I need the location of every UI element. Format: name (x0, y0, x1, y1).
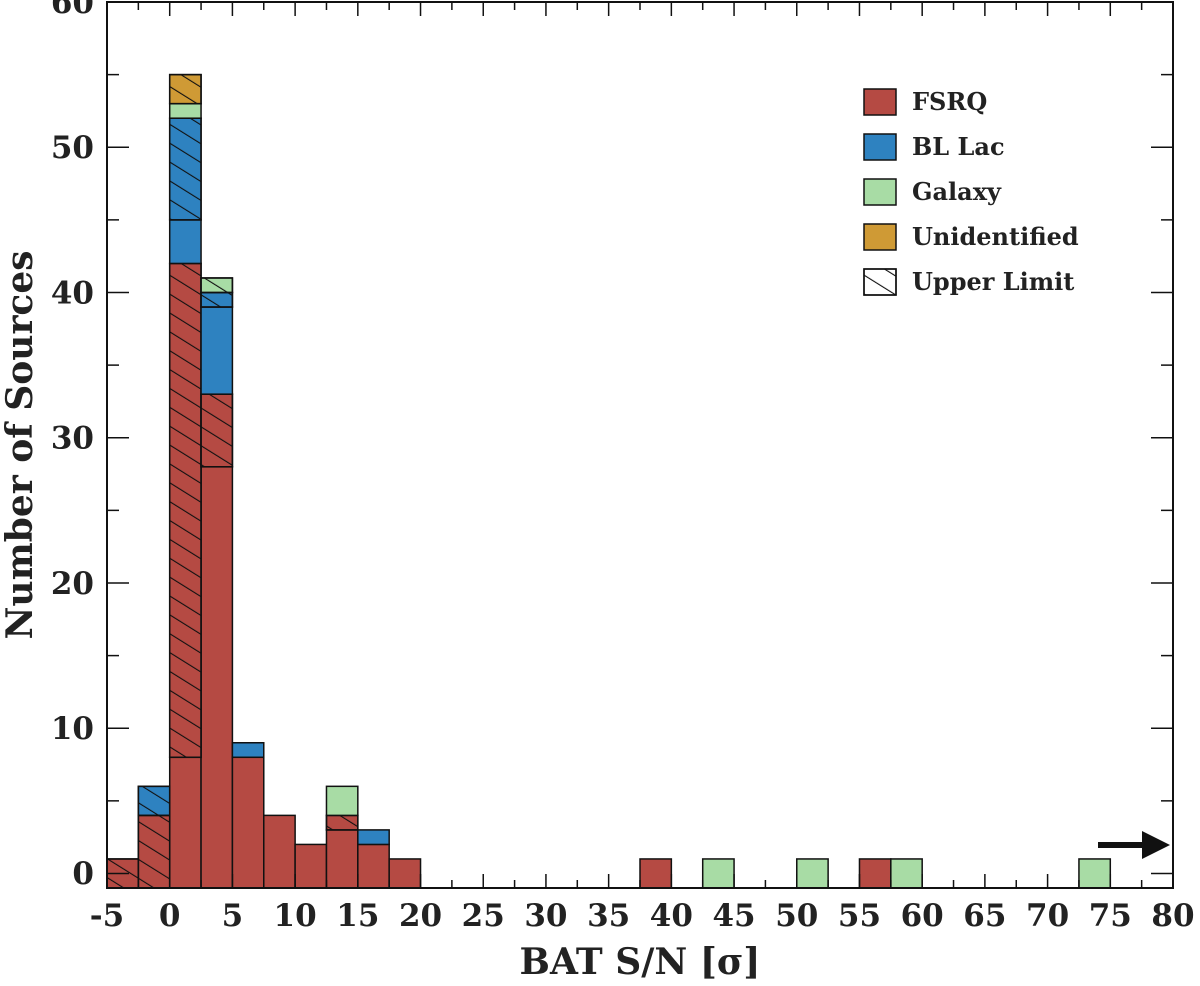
overflow-arrow (1098, 831, 1170, 859)
legend-swatch-unidentified (863, 223, 897, 251)
plot-frame (106, 1, 1174, 889)
legend-swatch-galaxy (863, 178, 897, 206)
legend-swatch-fsrq (863, 88, 897, 116)
x-tick-label: 30 (524, 898, 567, 934)
bar-galaxy-57_5 (890, 858, 923, 889)
legend-swatch-bl-lac (863, 133, 897, 161)
bar-fsrq-upper-limit-m2_5-hatch (137, 814, 171, 889)
legend-label-upper-limit: Upper Limit (912, 267, 1074, 296)
bar-galaxy-42_5 (701, 858, 735, 889)
bar-bl-lac-0 (168, 219, 202, 265)
bar-galaxy-upper-limit-2_5-hatch (200, 277, 234, 294)
bar-bl-lac-upper-limit-0-hatch (168, 117, 202, 221)
bar-fsrq-10 (294, 843, 328, 889)
legend-label-unidentified: Unidentified (912, 222, 1079, 251)
y-tick-label: 10 (51, 711, 94, 747)
x-tick-label: 40 (650, 898, 693, 934)
bar-unidentified-upper-limit-0-hatch (168, 73, 202, 105)
bar-galaxy-12_5 (325, 785, 359, 817)
bar-bl-lac-2_5 (200, 306, 234, 395)
bar-galaxy-72_5 (1078, 858, 1112, 889)
y-tick-label: 40 (51, 275, 94, 311)
axis-ticks (106, 1, 1174, 888)
legend-label-bl-lac: BL Lac (912, 132, 1005, 161)
x-tick-label: 10 (274, 898, 317, 934)
tick-labels: -5 0 5 10 15 20 25 30 35 40 45 50 55 60 65 70 75 80 0 10 20 3… (51, 0, 1195, 934)
bar-fsrq-12_5 (325, 829, 359, 889)
y-axis-label: Number of Sources (0, 250, 41, 639)
bar-fsrq-7_5 (263, 814, 296, 889)
x-tick-label: 25 (462, 898, 505, 934)
y-tick-label: 60 (51, 0, 94, 21)
x-tick-label: 5 (222, 898, 244, 934)
x-tick-label: 75 (1089, 898, 1132, 934)
x-tick-label: 15 (336, 898, 379, 934)
y-tick-label: 50 (51, 130, 94, 166)
bar-bl-lac-upper-limit-2_5-hatch (200, 291, 234, 308)
x-tick-label: 20 (399, 898, 442, 934)
bar-fsrq-upper-limit-2_5-hatch (200, 393, 234, 468)
y-tick-label: 0 (72, 856, 94, 892)
x-tick-label: 50 (775, 898, 818, 934)
bar-fsrq-0 (168, 756, 202, 889)
x-tick-label: -5 (90, 898, 124, 934)
y-tick-label: 20 (51, 566, 94, 602)
legend-swatch-upper-limit-hatch (863, 268, 897, 296)
x-axis-label: BAT S/N [σ] (520, 941, 761, 983)
x-tick-label: 55 (838, 898, 881, 934)
bar-galaxy-50 (796, 858, 829, 889)
bar-fsrq-15 (357, 843, 390, 889)
bar-galaxy-0 (168, 102, 202, 119)
x-tick-label: 65 (963, 898, 1006, 934)
x-tick-label: 80 (1151, 898, 1194, 934)
legend: FSRQ BL Lac Galaxy Unidentified Upper Limit (863, 87, 1079, 296)
bar-fsrq-5 (231, 756, 265, 889)
y-tick-label: 30 (51, 421, 94, 457)
x-tick-label: 35 (587, 898, 630, 934)
bar-fsrq-17_5 (388, 858, 422, 889)
bar-bl-lac-5 (231, 742, 265, 759)
bar-fsrq-37_5 (639, 858, 673, 889)
bar-fsrq-upper-limit-0-hatch (168, 262, 202, 759)
legend-label-fsrq: FSRQ (912, 87, 987, 116)
legend-label-galaxy: Galaxy (912, 177, 1002, 206)
arrow-head-icon (1142, 831, 1170, 859)
x-tick-label: 45 (712, 898, 755, 934)
bar-fsrq-55 (858, 858, 892, 889)
x-tick-label: 70 (1026, 898, 1069, 934)
bar-fsrq-upper-limit-12_5-hatch (325, 814, 359, 831)
bar-fsrq-2_5 (200, 466, 234, 889)
bar-bl-lac-15 (357, 829, 390, 846)
bar-bl-lac-upper-limit-m2_5-hatch (137, 785, 171, 817)
x-tick-label: 0 (159, 898, 181, 934)
x-tick-label: 60 (901, 898, 944, 934)
